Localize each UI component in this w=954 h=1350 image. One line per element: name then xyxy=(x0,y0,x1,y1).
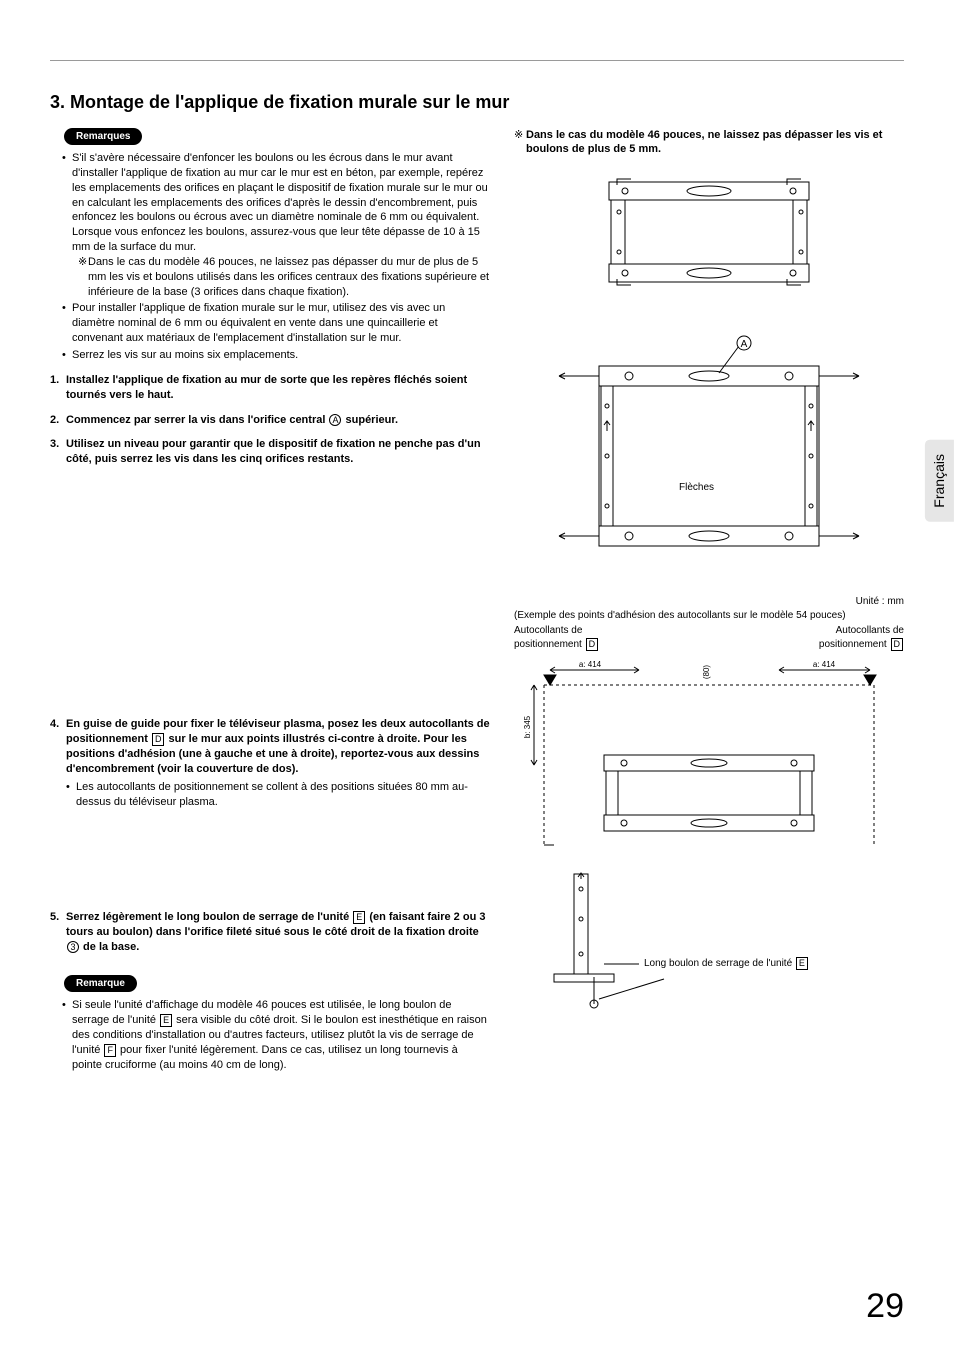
step-num-4: 4. xyxy=(50,717,66,810)
note-1a: S'il s'avère nécessaire d'enfoncer les b… xyxy=(72,152,488,223)
svg-text:a: 414: a: 414 xyxy=(813,660,836,669)
step-num-3: 3. xyxy=(50,437,66,467)
letter-e-icon: E xyxy=(353,911,365,924)
step-num-5: 5. xyxy=(50,910,66,955)
letter-d-icon: D xyxy=(891,638,904,651)
note-1b: Lorsque vous enfoncez les boulons, assur… xyxy=(72,226,480,253)
sticker-label-right: Autocollants de positionnement D xyxy=(819,624,904,651)
step-num-1: 1. xyxy=(50,373,66,403)
bullet: • xyxy=(62,301,72,346)
step-4: En guise de guide pour fixer le télévise… xyxy=(66,717,490,810)
step-num-2: 2. xyxy=(50,413,66,428)
letter-f-icon: F xyxy=(104,1044,116,1057)
bullet: • xyxy=(62,348,72,363)
bullet: • xyxy=(62,151,72,299)
step-4-sub: Les autocollants de positionnement se co… xyxy=(76,780,490,810)
unit-label: Unité : mm xyxy=(514,595,904,609)
step-5: Serrez légèrement le long boulon de serr… xyxy=(66,910,490,955)
svg-text:(80): (80) xyxy=(702,665,711,680)
letter-a-icon: A xyxy=(329,414,341,426)
asterisk-icon: ※ xyxy=(78,255,88,300)
fleches-label: Flèches xyxy=(679,481,714,495)
remarque-c: pour fixer l'unité légèrement. Dans ce c… xyxy=(72,1044,458,1071)
figure-3: a: 414 a: 414 (80) b: 345 xyxy=(514,655,904,855)
figure-4: Long boulon de serrage de l'unité E xyxy=(544,869,904,1009)
two-column-layout: Remarques • S'il s'avère nécessaire d'en… xyxy=(50,128,904,1075)
page-number: 29 xyxy=(866,1284,904,1330)
fig3-caption: (Exemple des points d'adhésion des autoc… xyxy=(514,609,904,623)
notes-list: • S'il s'avère nécessaire d'enfoncer les… xyxy=(62,151,490,363)
letter-a-label: A xyxy=(741,339,748,350)
letter-e-icon: E xyxy=(160,1014,172,1027)
step-1: Installez l'applique de fixation au mur … xyxy=(66,373,490,403)
section-title: 3. Montage de l'applique de fixation mur… xyxy=(50,91,904,114)
bullet: • xyxy=(62,998,72,1072)
right-column: ※ Dans le cas du modèle 46 pouces, ne la… xyxy=(514,128,904,1075)
svg-text:a: 414: a: 414 xyxy=(579,660,602,669)
note-1: S'il s'avère nécessaire d'enfoncer les b… xyxy=(72,151,490,299)
step-5a: Serrez légèrement le long boulon de serr… xyxy=(66,911,352,923)
letter-d-icon: D xyxy=(586,638,599,651)
step-3: Utilisez un niveau pour garantir que le … xyxy=(66,437,490,467)
step-5c: de la base. xyxy=(80,941,139,953)
spacer xyxy=(50,820,490,910)
note-1-sub: Dans le cas du modèle 46 pouces, ne lais… xyxy=(88,255,490,300)
letter-d-icon: D xyxy=(152,733,165,746)
remarque-pill: Remarque xyxy=(64,975,137,993)
right-note-text: Dans le cas du modèle 46 pouces, ne lais… xyxy=(526,128,904,158)
language-tab: Français xyxy=(925,440,954,522)
remarque-block: • Si seule l'unité d'affichage du modèle… xyxy=(62,998,490,1072)
fig4-label: Long boulon de serrage de l'unité E xyxy=(644,957,809,971)
sticker-label-left: Autocollants de positionnement D xyxy=(514,624,599,651)
bullet: • xyxy=(66,780,76,810)
step-2a: Commencez par serrer la vis dans l'orifi… xyxy=(66,414,328,426)
note-2: Pour installer l'applique de fixation mu… xyxy=(72,301,490,346)
left-column: Remarques • S'il s'avère nécessaire d'en… xyxy=(50,128,490,1075)
steps-list: 1. Installez l'applique de fixation au m… xyxy=(50,373,490,955)
right-note: ※ Dans le cas du modèle 46 pouces, ne la… xyxy=(514,128,904,158)
spacer xyxy=(50,477,490,717)
step-2b: supérieur. xyxy=(342,414,398,426)
svg-text:b: 345: b: 345 xyxy=(524,716,532,739)
num-3-icon: 3 xyxy=(67,941,79,953)
fig3-sticker-labels: Autocollants de positionnement D Autocol… xyxy=(514,624,904,651)
figure-2: A Flèches xyxy=(514,331,904,581)
remarques-pill: Remarques xyxy=(64,128,142,146)
asterisk-icon: ※ xyxy=(514,128,526,158)
remarque-text: Si seule l'unité d'affichage du modèle 4… xyxy=(72,998,490,1072)
top-rule xyxy=(50,60,904,61)
figure-1 xyxy=(514,167,904,297)
note-3: Serrez les vis sur au moins six emplacem… xyxy=(72,348,490,363)
step-2: Commencez par serrer la vis dans l'orifi… xyxy=(66,413,490,428)
letter-e-icon: E xyxy=(796,957,808,970)
